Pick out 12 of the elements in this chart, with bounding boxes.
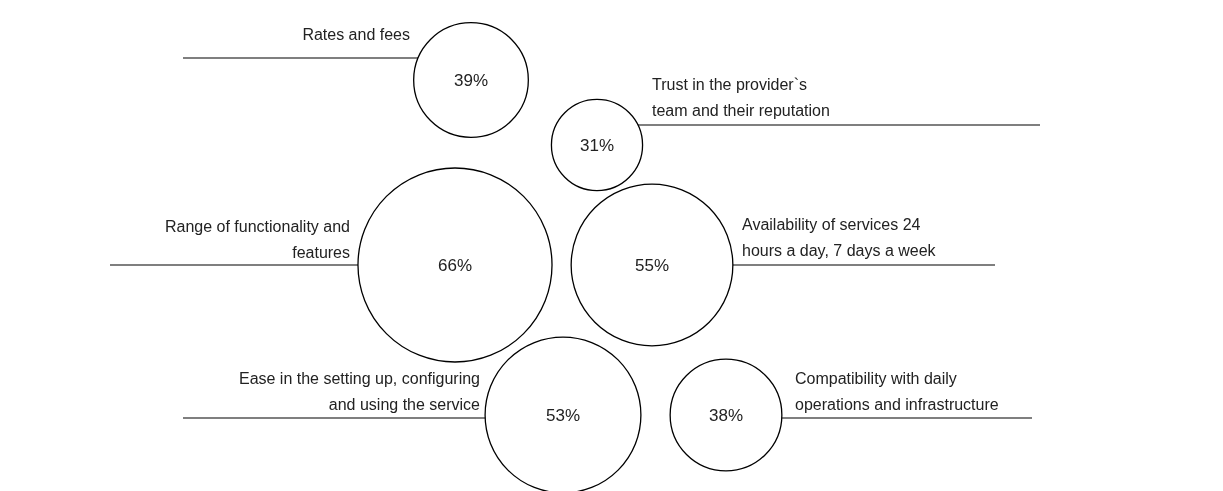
category-label: Compatibility with daily operations and infrastructure (795, 370, 999, 413)
category-label: Availability of services 24 hours a day, 7 days a week (742, 216, 937, 259)
category-label: Rates and fees (302, 26, 410, 43)
category-label: Ease in the setting up, configuring and using the service (238, 370, 481, 413)
category-label: Trust in the provider`s team and their reputation (652, 76, 830, 119)
data-label: 38% (708, 405, 744, 425)
data-label: 39% (453, 70, 489, 90)
data-label: 55% (634, 255, 670, 275)
data-label: 53% (545, 405, 581, 425)
data-label: 31% (579, 135, 615, 155)
category-label: Range of functionality and features (164, 218, 350, 261)
data-label: 66% (437, 255, 473, 275)
